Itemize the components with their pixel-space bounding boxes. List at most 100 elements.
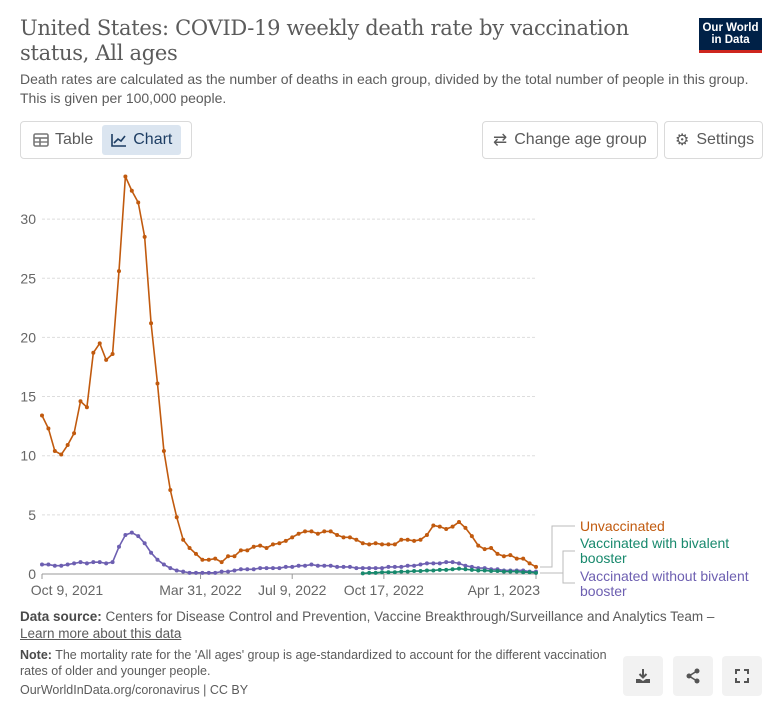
data-point <box>303 529 308 534</box>
data-point <box>373 541 378 546</box>
data-point <box>335 532 340 537</box>
data-point <box>155 381 160 386</box>
data-point <box>149 321 154 326</box>
data-point <box>296 531 301 536</box>
data-point <box>380 570 385 575</box>
note-label: Note: <box>20 648 52 662</box>
data-point <box>264 545 269 550</box>
data-point <box>270 566 275 571</box>
x-tick-label: Oct 9, 2021 <box>31 582 104 598</box>
data-point <box>136 534 141 539</box>
data-point <box>174 515 179 520</box>
change-age-group-button[interactable]: ⇄ Change age group <box>482 121 658 159</box>
data-point <box>405 537 410 542</box>
data-point <box>412 538 417 543</box>
data-point <box>245 548 250 553</box>
data-point <box>341 535 346 540</box>
tab-table[interactable]: Table <box>24 125 102 155</box>
data-point <box>450 560 455 565</box>
settings-label: Settings <box>696 131 755 148</box>
credit[interactable]: OurWorldInData.org/coronavirus | CC BY <box>20 683 249 697</box>
data-point <box>367 570 372 575</box>
legend-connector <box>540 550 575 574</box>
share-button[interactable] <box>673 656 713 696</box>
data-point <box>290 535 295 540</box>
data-point <box>431 523 436 528</box>
data-point <box>412 569 417 574</box>
data-point <box>52 563 57 568</box>
data-point <box>245 567 250 572</box>
data-point <box>46 562 51 567</box>
y-tick-label: 15 <box>20 389 36 405</box>
data-point <box>200 570 205 575</box>
data-point <box>328 563 333 568</box>
note: Note: The mortality rate for the 'All ag… <box>20 647 610 679</box>
data-point <box>444 560 449 565</box>
data-point <box>110 560 115 565</box>
data-point <box>360 541 365 546</box>
data-point <box>40 413 44 418</box>
data-point <box>514 556 519 561</box>
data-point <box>238 548 243 553</box>
data-point <box>296 563 301 568</box>
data-point <box>380 542 385 547</box>
data-point <box>418 569 423 574</box>
data-point <box>270 542 275 547</box>
data-point <box>322 563 327 568</box>
data-point <box>386 542 391 547</box>
legend-unvaccinated[interactable]: Unvaccinated <box>580 519 665 534</box>
data-point <box>104 561 109 566</box>
x-tick-label: Jul 9, 2022 <box>258 582 327 598</box>
line-chart-icon <box>111 134 127 147</box>
learn-more-link[interactable]: Learn more about this data <box>20 626 182 641</box>
data-point <box>258 566 263 571</box>
y-tick-label: 30 <box>20 211 36 227</box>
data-point <box>277 566 282 571</box>
data-point <box>476 543 481 548</box>
x-tick-label: Mar 31, 2022 <box>159 582 242 598</box>
change-age-group-label: Change age group <box>514 131 647 148</box>
data-point <box>354 537 359 542</box>
table-icon <box>33 133 49 147</box>
data-point <box>444 527 449 532</box>
data-point <box>309 529 314 534</box>
data-point <box>457 566 462 571</box>
tab-chart[interactable]: Chart <box>102 125 182 155</box>
data-point <box>476 568 481 573</box>
download-button[interactable] <box>623 656 663 696</box>
series-line <box>362 567 537 575</box>
data-point <box>392 542 397 547</box>
data-point <box>399 564 404 569</box>
data-point <box>315 531 320 536</box>
data-point <box>290 564 295 569</box>
tab-table-label: Table <box>55 131 94 148</box>
download-icon <box>636 669 650 683</box>
settings-button[interactable]: ⚙ Settings <box>664 121 763 159</box>
data-point <box>264 566 269 571</box>
data-point <box>399 569 404 574</box>
data-point <box>322 529 327 534</box>
data-point <box>116 269 121 274</box>
data-point <box>501 569 506 574</box>
fullscreen-button[interactable] <box>722 656 762 696</box>
data-point <box>232 568 237 573</box>
legend-bivalent[interactable]: Vaccinated with bivalent booster <box>580 536 729 566</box>
source-label: Data source: <box>20 609 102 624</box>
data-point <box>534 564 538 569</box>
data-point <box>386 564 391 569</box>
legend-without-bivalent[interactable]: Vaccinated without bivalent booster <box>580 569 749 599</box>
legend-without-line1: Vaccinated without bivalent <box>580 568 749 584</box>
share-icon <box>686 668 700 684</box>
data-point <box>534 570 538 575</box>
data-point <box>181 537 186 542</box>
data-point <box>97 560 102 565</box>
data-point <box>412 563 417 568</box>
data-point <box>437 561 442 566</box>
data-point <box>104 357 109 362</box>
data-point <box>437 567 442 572</box>
owid-logo[interactable]: Our World in Data <box>699 18 762 53</box>
data-point <box>457 519 462 524</box>
legend-bivalent-line1: Vaccinated with bivalent <box>580 535 730 551</box>
data-point <box>123 532 128 537</box>
data-point <box>495 551 500 556</box>
